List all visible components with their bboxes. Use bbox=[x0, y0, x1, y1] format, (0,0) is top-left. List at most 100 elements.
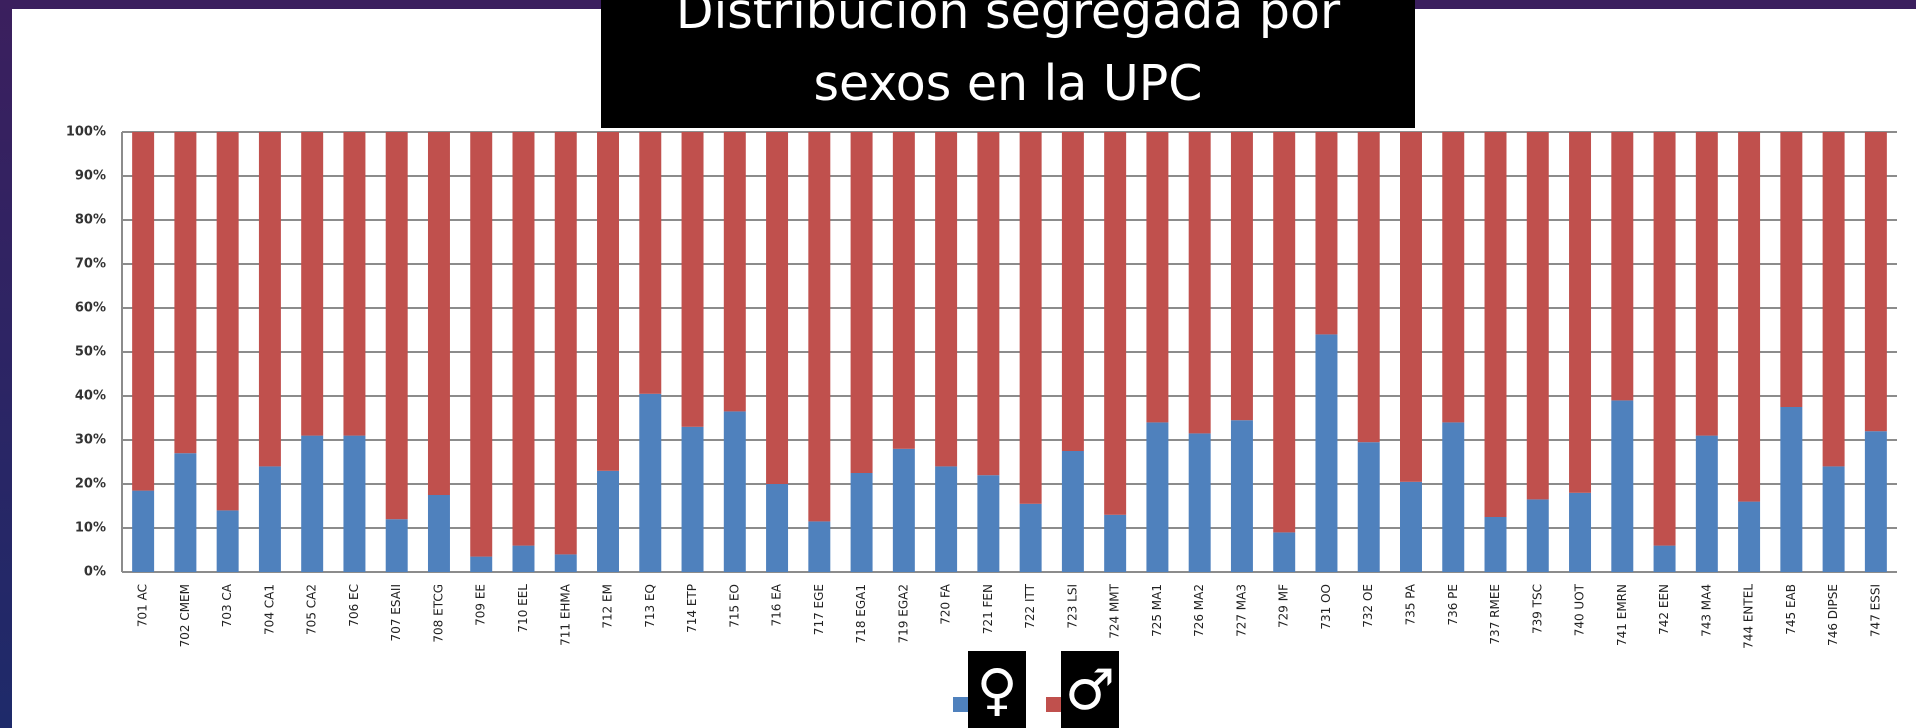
bar-segment bbox=[174, 453, 197, 572]
x-tick-label: 702 CMEM bbox=[178, 584, 192, 647]
bar-segment bbox=[1526, 499, 1549, 572]
x-tick-label: 705 CA2 bbox=[305, 584, 319, 635]
bar-segment bbox=[512, 545, 535, 572]
bar-segment bbox=[1822, 466, 1845, 572]
y-tick-label: 80% bbox=[75, 213, 106, 228]
y-tick-label: 0% bbox=[84, 565, 106, 580]
title-box bbox=[601, 0, 1415, 128]
x-tick-label: 735 PA bbox=[1403, 583, 1417, 625]
bar-segment bbox=[343, 435, 366, 572]
x-tick-label: 739 TSC bbox=[1530, 584, 1544, 634]
bar-segment bbox=[343, 132, 366, 436]
bar-segment bbox=[216, 510, 239, 572]
bar-segment bbox=[1526, 132, 1549, 500]
x-tick-label: 727 MA3 bbox=[1234, 584, 1248, 637]
y-tick-label: 40% bbox=[75, 389, 106, 404]
bar-segment bbox=[1611, 132, 1634, 401]
bar-segment bbox=[258, 132, 281, 467]
bar-segment bbox=[1400, 132, 1422, 482]
y-tick-label: 30% bbox=[75, 433, 106, 448]
bar-segment bbox=[808, 132, 831, 522]
bar-segment bbox=[766, 484, 789, 572]
y-tick-label: 20% bbox=[75, 477, 106, 492]
bar-segment bbox=[1780, 132, 1803, 407]
bar-segment bbox=[385, 132, 408, 520]
bar-segment bbox=[385, 519, 408, 572]
x-tick-label: 713 EQ bbox=[643, 584, 657, 628]
x-tick-label: 746 DIPSE bbox=[1826, 584, 1840, 646]
x-tick-label: 743 MA4 bbox=[1699, 584, 1713, 637]
x-tick-label: 715 EO bbox=[727, 584, 741, 628]
x-tick-label: 711 EHMA bbox=[558, 583, 572, 646]
bar-segment bbox=[1315, 334, 1338, 572]
bar-segment bbox=[1442, 132, 1465, 423]
x-tick-label: 714 ETP bbox=[685, 584, 699, 633]
legend-label: ♀ bbox=[976, 658, 1017, 723]
bar-segment bbox=[554, 554, 577, 572]
bar-segment bbox=[977, 475, 1000, 572]
bar-segment bbox=[1061, 132, 1084, 451]
x-tick-label: 723 LSI bbox=[1065, 584, 1079, 629]
x-tick-label: 737 RMEE bbox=[1488, 584, 1502, 645]
bar-segment bbox=[1484, 132, 1507, 517]
bar-segment bbox=[1864, 431, 1887, 572]
bar-segment bbox=[301, 132, 324, 436]
x-tick-label: 709 EE bbox=[474, 584, 488, 626]
x-tick-label: 736 PE bbox=[1446, 584, 1460, 626]
bar-segment bbox=[639, 132, 662, 394]
legend-box bbox=[1061, 651, 1119, 728]
x-tick-label: 740 UOT bbox=[1573, 583, 1587, 636]
bar-segment bbox=[1653, 132, 1676, 546]
bar-segment bbox=[1146, 132, 1169, 423]
x-tick-label: 701 AC bbox=[136, 584, 150, 627]
bar-segment bbox=[850, 132, 873, 473]
bar-segment bbox=[1695, 132, 1718, 436]
bar-segment bbox=[216, 132, 239, 511]
bar-segment bbox=[639, 393, 662, 572]
bar-segment bbox=[1230, 132, 1253, 421]
y-tick-label: 60% bbox=[75, 301, 106, 316]
bar-segment bbox=[1442, 422, 1465, 572]
bar-segment bbox=[766, 132, 789, 484]
x-tick-label: 741 EMRN bbox=[1615, 584, 1629, 646]
y-tick-label: 70% bbox=[75, 257, 106, 272]
x-tick-label: 719 EGA2 bbox=[896, 584, 910, 643]
bar-segment bbox=[554, 132, 577, 555]
bar-segment bbox=[1273, 132, 1296, 533]
legend-label: ♂ bbox=[1065, 658, 1115, 723]
bar-segment bbox=[1653, 545, 1676, 572]
x-tick-label: 744 ENTEL bbox=[1742, 584, 1756, 649]
bar-segment bbox=[1569, 132, 1592, 493]
bar-segment bbox=[1569, 492, 1592, 572]
x-tick-label: 704 CA1 bbox=[262, 584, 276, 635]
bar-segment bbox=[1738, 501, 1761, 572]
x-tick-label: 721 FEN bbox=[981, 584, 995, 634]
bar-segment bbox=[723, 132, 746, 412]
bar-segment bbox=[892, 132, 915, 449]
bar-segment bbox=[935, 132, 958, 467]
x-tick-label: 706 EC bbox=[347, 584, 361, 627]
y-tick-label: 90% bbox=[75, 169, 106, 184]
x-tick-label: 725 MA1 bbox=[1150, 584, 1164, 637]
bar-segment bbox=[1864, 132, 1887, 432]
bar-segment bbox=[597, 132, 619, 471]
bar-segment bbox=[681, 426, 704, 572]
bar-segment bbox=[681, 132, 704, 427]
x-tick-label: 720 FA bbox=[939, 583, 953, 625]
x-tick-label: 718 EGA1 bbox=[854, 584, 868, 643]
bar-segment bbox=[132, 490, 155, 572]
x-tick-label: 745 EAB bbox=[1784, 584, 1798, 635]
x-tick-label: 710 EEL bbox=[516, 584, 530, 633]
bar-segment bbox=[1357, 132, 1380, 443]
legend-swatch bbox=[1046, 697, 1061, 712]
bar-segment bbox=[301, 435, 324, 572]
x-tick-label: 747 ESSI bbox=[1868, 584, 1882, 637]
x-tick-label: 703 CA bbox=[220, 583, 234, 627]
bar-segment bbox=[1188, 433, 1211, 572]
bar-segment bbox=[1695, 435, 1718, 572]
x-tick-label: 724 MMT bbox=[1108, 583, 1122, 638]
x-tick-label: 717 EGE bbox=[812, 584, 826, 635]
bar-segment bbox=[1273, 532, 1296, 572]
